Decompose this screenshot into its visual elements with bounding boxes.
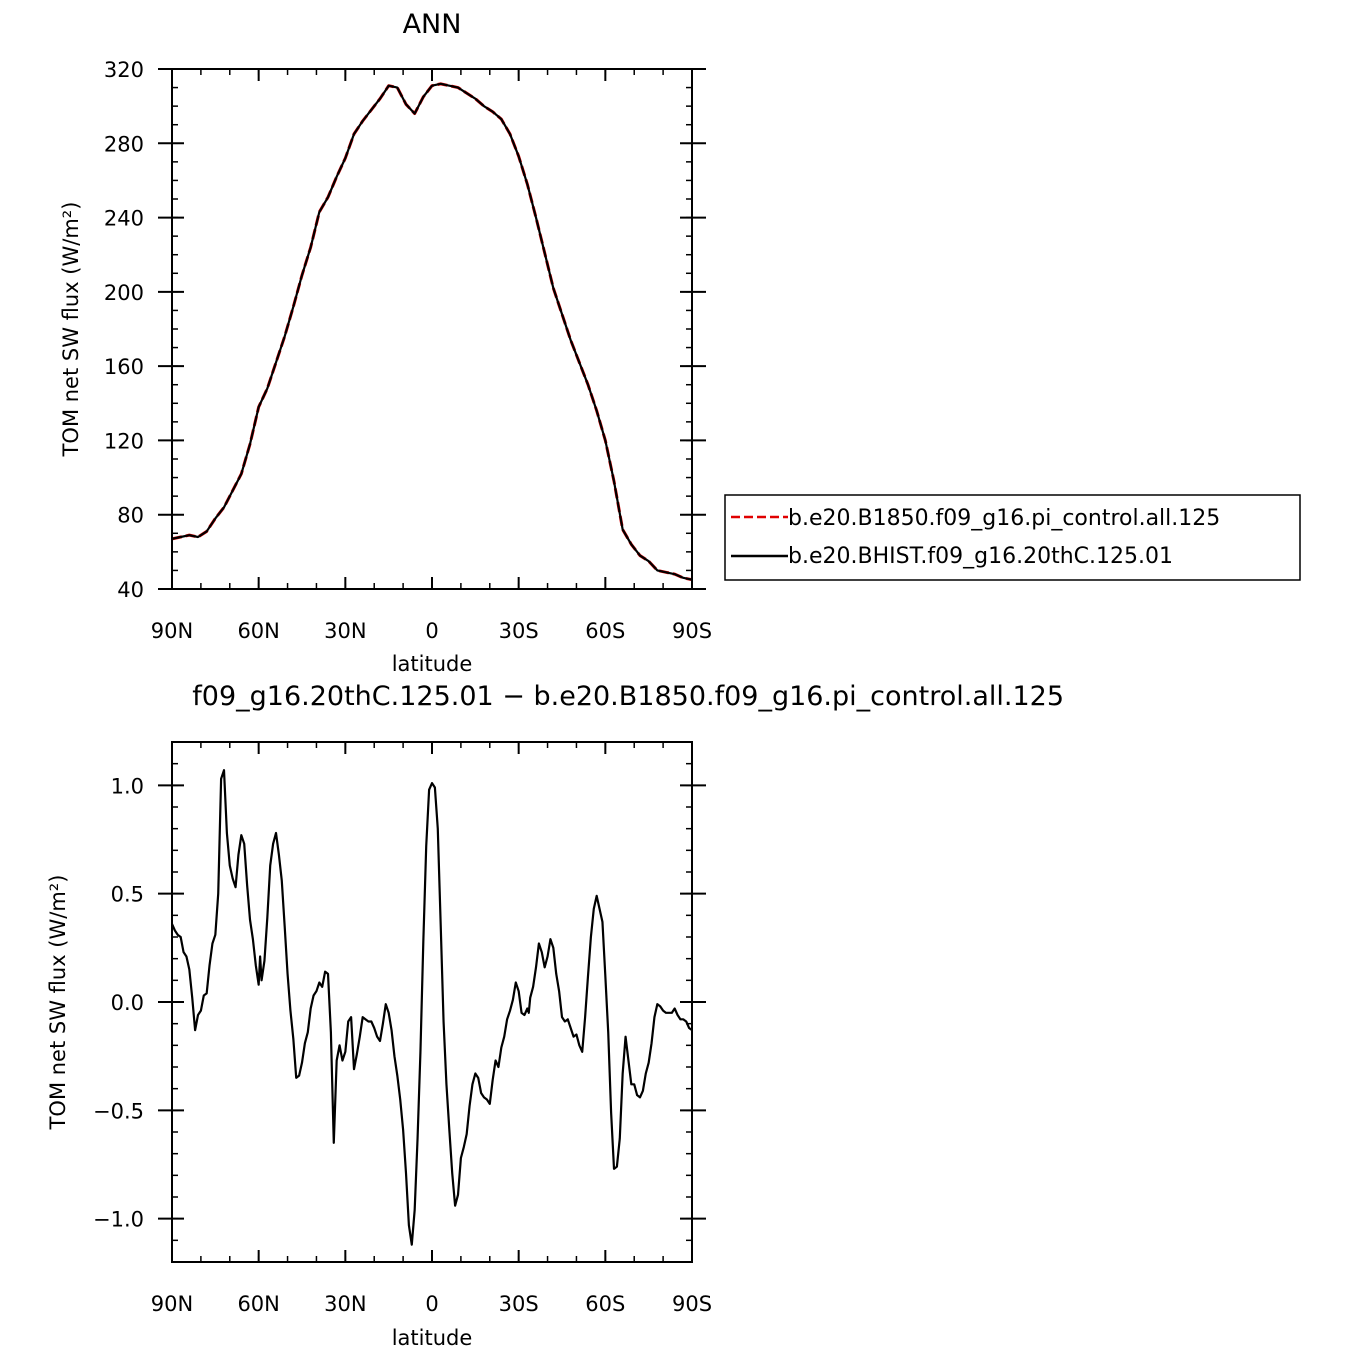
x-tick-label: 0 bbox=[425, 1292, 438, 1316]
legend-entry-pi-control: b.e20.B1850.f09_g16.pi_control.all.125 bbox=[788, 506, 1220, 531]
top-chart-frame bbox=[171, 68, 693, 590]
x-tick-label: 60N bbox=[237, 1292, 279, 1316]
y-tick-label: 240 bbox=[104, 207, 144, 231]
bottom-chart-x-axis-label: latitude bbox=[392, 1326, 473, 1350]
y-tick-label: 320 bbox=[104, 58, 144, 82]
bottom-chart-frame bbox=[171, 741, 693, 1263]
series-line-top-0 bbox=[171, 82, 693, 582]
bottom-chart-ticks bbox=[158, 741, 706, 1263]
x-tick-label: 90N bbox=[151, 619, 193, 643]
y-tick-label: 40 bbox=[117, 578, 144, 602]
y-tick-label: 200 bbox=[104, 281, 144, 305]
top-chart-ticks bbox=[158, 68, 706, 590]
x-tick-label: 0 bbox=[425, 619, 438, 643]
top-chart-title: ANN bbox=[403, 9, 462, 40]
top-chart-series bbox=[171, 82, 693, 582]
top-chart-x-axis-label: latitude bbox=[392, 652, 473, 676]
x-tick-label: 30S bbox=[499, 619, 539, 643]
y-tick-label: 120 bbox=[104, 429, 144, 453]
y-tick-label: 160 bbox=[104, 355, 144, 379]
y-tick-label: −1.0 bbox=[93, 1208, 144, 1232]
top-chart: ANN 40 80 120 160 200 240 280 320 90N 60N 30N 0 30S… bbox=[59, 9, 712, 676]
x-tick-label: 60S bbox=[585, 1292, 625, 1316]
legend-box bbox=[724, 494, 1301, 581]
top-chart-y-tick-labels: 40 80 120 160 200 240 280 320 bbox=[104, 58, 144, 602]
x-tick-label: 30N bbox=[324, 619, 366, 643]
x-tick-label: 90S bbox=[672, 1292, 712, 1316]
bottom-chart: f09_g16.20thC.125.01 − b.e20.B1850.f09_g… bbox=[46, 681, 1064, 1350]
x-tick-label: 30N bbox=[324, 1292, 366, 1316]
bottom-chart-title: f09_g16.20thC.125.01 − b.e20.B1850.f09_g… bbox=[192, 681, 1064, 712]
x-tick-label: 90N bbox=[151, 1292, 193, 1316]
y-tick-label: 280 bbox=[104, 132, 144, 156]
bottom-chart-y-axis-label: TOM net SW flux (W/m²) bbox=[46, 875, 70, 1131]
bottom-chart-series bbox=[170, 769, 693, 1246]
x-tick-label: 30S bbox=[499, 1292, 539, 1316]
series-line-bot-0 bbox=[170, 769, 693, 1246]
y-tick-label: 0.5 bbox=[111, 883, 144, 907]
bottom-chart-x-tick-labels: 90N 60N 30N 0 30S 60S 90S bbox=[151, 1292, 712, 1316]
y-tick-label: −0.5 bbox=[93, 1099, 144, 1123]
x-tick-label: 60S bbox=[585, 619, 625, 643]
top-chart-y-axis-label: TOM net SW flux (W/m²) bbox=[59, 202, 83, 458]
legend: b.e20.B1850.f09_g16.pi_control.all.125 b… bbox=[724, 494, 1301, 581]
y-tick-label: 1.0 bbox=[111, 774, 144, 798]
y-tick-label: 80 bbox=[117, 504, 144, 528]
bottom-chart-y-tick-labels: 1.0 0.5 0.0 −0.5 −1.0 bbox=[93, 774, 144, 1231]
x-tick-label: 60N bbox=[237, 619, 279, 643]
series-line-top-1 bbox=[171, 82, 693, 581]
legend-entry-hist: b.e20.BHIST.f09_g16.20thC.125.01 bbox=[788, 544, 1173, 569]
x-tick-label: 90S bbox=[672, 619, 712, 643]
y-tick-label: 0.0 bbox=[111, 991, 144, 1015]
top-chart-x-tick-labels: 90N 60N 30N 0 30S 60S 90S bbox=[151, 619, 712, 643]
